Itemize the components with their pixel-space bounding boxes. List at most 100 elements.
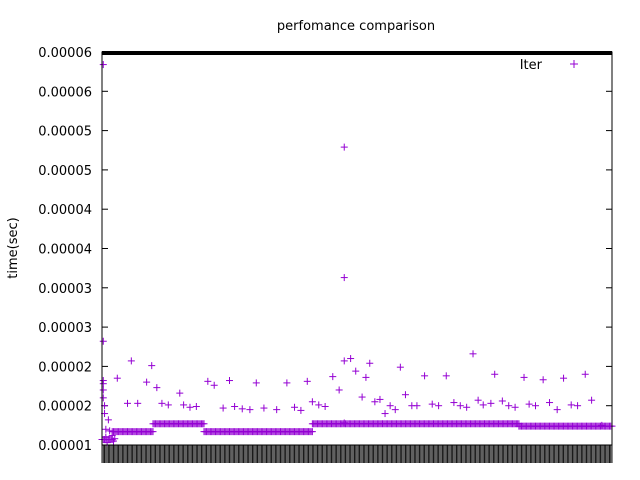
data-point	[127, 357, 135, 365]
data-point	[442, 372, 450, 380]
data-point	[200, 420, 208, 428]
y-tick-label: 0.00004	[38, 243, 92, 258]
data-point	[273, 406, 281, 414]
data-point	[574, 402, 582, 410]
data-point	[491, 370, 499, 378]
data-point	[539, 376, 547, 384]
y-tick-label: 0.00002	[38, 400, 92, 415]
data-point	[376, 395, 384, 403]
data-point	[469, 350, 477, 358]
data-point	[381, 410, 389, 418]
data-point	[401, 391, 409, 399]
data-point	[204, 377, 212, 385]
data-point	[102, 433, 110, 441]
data-point	[505, 402, 513, 410]
data-point	[340, 274, 348, 282]
data-point	[113, 374, 121, 382]
data-point	[252, 379, 260, 387]
data-point	[487, 399, 495, 407]
data-point	[158, 399, 166, 407]
data-point	[581, 370, 589, 378]
data-point	[308, 428, 316, 436]
data-point	[153, 384, 161, 392]
data-point	[553, 406, 561, 414]
data-point	[352, 367, 360, 375]
data-point	[340, 143, 348, 151]
data-point	[474, 396, 482, 404]
data-point	[180, 401, 188, 409]
y-tick-label: 0.00002	[38, 360, 92, 375]
data-point	[99, 386, 107, 394]
data-point	[560, 374, 568, 382]
data-point	[321, 402, 329, 410]
data-point	[104, 416, 112, 424]
data-point	[219, 404, 227, 412]
data-point	[210, 381, 218, 389]
data-point	[291, 403, 299, 411]
data-point	[164, 401, 172, 409]
data-point	[421, 372, 429, 380]
data-point	[226, 377, 233, 385]
data-point	[396, 363, 404, 371]
data-point	[134, 399, 142, 407]
data-point	[283, 379, 291, 387]
data-point	[143, 378, 151, 386]
legend: Iter	[520, 58, 578, 73]
y-tick-label: 0.00005	[38, 164, 92, 179]
data-points	[98, 61, 616, 447]
y-tick-label: 0.00001	[38, 439, 92, 454]
y-tick-label: 0.00006	[38, 85, 92, 100]
data-point	[588, 396, 596, 404]
data-point	[386, 402, 394, 410]
data-point	[186, 403, 194, 411]
data-point	[435, 402, 443, 410]
data-point	[463, 403, 471, 411]
data-point	[106, 427, 114, 435]
data-point	[315, 401, 323, 409]
data-point	[456, 402, 464, 410]
y-tick-label: 0.00004	[38, 203, 92, 218]
data-point	[371, 398, 379, 406]
data-point	[366, 359, 374, 367]
data-point	[546, 399, 554, 407]
data-point	[428, 400, 436, 408]
data-point	[297, 406, 305, 414]
data-point	[532, 402, 539, 410]
data-point	[479, 401, 487, 409]
data-point	[498, 397, 506, 405]
data-point	[450, 399, 458, 407]
data-point	[102, 425, 110, 433]
data-point	[148, 362, 156, 370]
data-point	[520, 373, 528, 381]
data-point	[347, 355, 355, 363]
data-point	[231, 402, 239, 410]
data-point	[525, 400, 533, 408]
data-point	[362, 373, 370, 381]
y-tick-label: 0.00005	[38, 125, 92, 140]
data-point	[176, 389, 184, 397]
chart-title: perfomance comparison	[277, 19, 435, 34]
data-point	[391, 406, 399, 414]
data-point	[567, 401, 575, 409]
data-point	[99, 380, 107, 388]
data-point	[99, 61, 107, 69]
legend-marker-glyph	[570, 60, 578, 68]
plot-frame	[101, 51, 613, 446]
data-point	[413, 402, 421, 410]
x-axis-ticks	[101, 445, 613, 463]
data-point	[99, 337, 107, 345]
data-point	[149, 428, 157, 436]
y-tick-label: 0.00003	[38, 282, 92, 297]
data-point	[124, 399, 131, 407]
data-point	[335, 386, 343, 394]
data-point	[111, 435, 119, 443]
data-point	[340, 419, 348, 427]
data-point	[598, 421, 606, 429]
y-tick-label: 0.00003	[38, 321, 92, 336]
y-axis-label: time(sec)	[6, 217, 21, 278]
y-axis-ticks: 0.00001 0.00002 0.00002 0.00003 0.00003 0.000…	[38, 46, 612, 454]
data-point	[303, 377, 311, 385]
data-point	[340, 357, 348, 365]
y-tick-label: 0.00006	[38, 46, 92, 61]
